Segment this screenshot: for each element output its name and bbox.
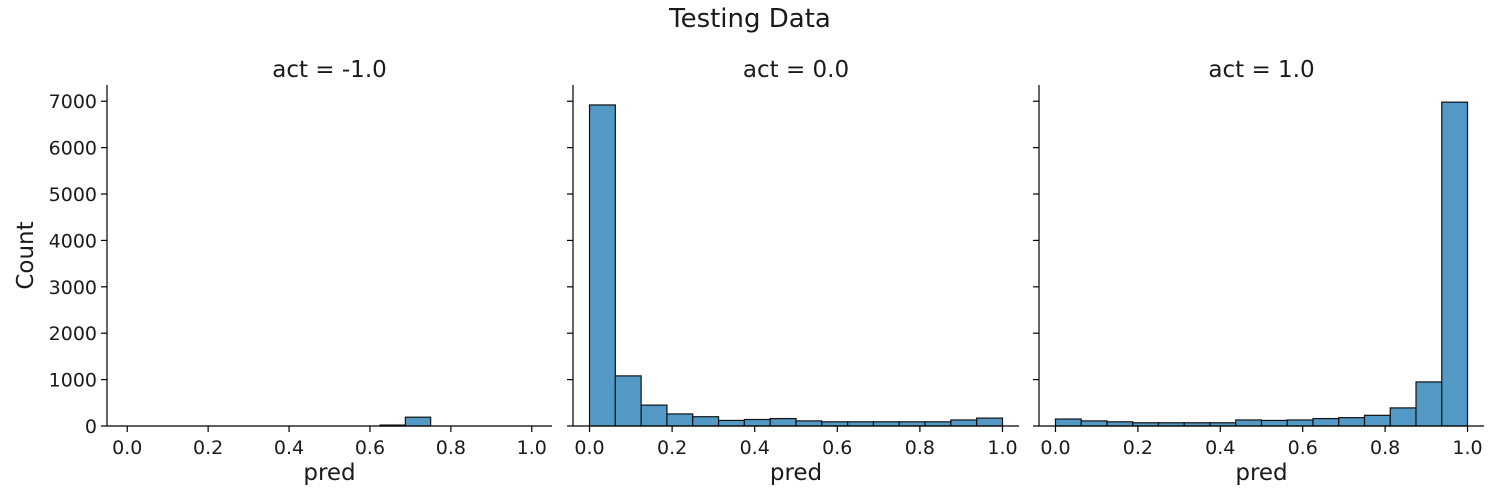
x-tick-label: 0.0	[574, 437, 604, 459]
x-tick-label: 0.4	[274, 437, 304, 459]
histogram-bar	[898, 421, 926, 427]
histogram-bar	[1338, 417, 1366, 427]
x-tick-label: 0.2	[1123, 437, 1153, 459]
x-tick-label: 0.2	[657, 437, 687, 459]
histogram-bar	[872, 421, 900, 427]
x-tick-label: 0.0	[112, 437, 142, 459]
x-axis-label: pred	[303, 460, 355, 486]
x-tick-label: 0.6	[355, 437, 385, 459]
histogram-bar	[1441, 101, 1469, 427]
x-tick-label: 1.0	[1452, 437, 1482, 459]
histogram-bar	[821, 421, 849, 427]
x-axis-label: pred	[770, 460, 822, 486]
histogram-bar	[1235, 419, 1263, 427]
histogram-bar	[950, 419, 978, 427]
histogram-bar	[1415, 381, 1443, 427]
y-tick-label: 1000	[49, 370, 97, 392]
x-tick-label: 0.4	[1205, 437, 1235, 459]
y-tick-label: 5000	[49, 184, 97, 206]
y-tick-label: 7000	[49, 91, 97, 113]
histogram-bar	[1080, 420, 1108, 427]
x-tick-label: 0.6	[1288, 437, 1318, 459]
x-tick-label: 0.8	[905, 437, 935, 459]
x-axis-label: pred	[1235, 460, 1287, 486]
y-tick-label: 4000	[49, 230, 97, 252]
y-tick-label: 0	[85, 416, 97, 438]
y-tick-label: 3000	[49, 277, 97, 299]
x-tick-label: 0.6	[822, 437, 852, 459]
y-axis-label: Count	[13, 221, 39, 289]
histogram-bar	[769, 417, 797, 427]
histogram-bar	[1286, 419, 1314, 427]
histogram-bar	[1106, 421, 1134, 427]
histogram-bar	[1054, 418, 1082, 427]
histogram-bar	[743, 418, 771, 427]
panel-title: act = 1.0	[1208, 57, 1314, 83]
histogram-bar	[847, 421, 875, 427]
histogram-bar	[795, 420, 823, 427]
y-tick-label: 2000	[49, 323, 97, 345]
histogram-bar	[640, 404, 668, 427]
x-tick-label: 0.2	[193, 437, 223, 459]
histogram-bar	[614, 375, 642, 427]
histogram-bar	[404, 416, 432, 427]
x-tick-label: 1.0	[517, 437, 547, 459]
histogram-bar	[717, 419, 745, 427]
histogram-bar	[1389, 407, 1417, 427]
histogram-bar	[976, 417, 1004, 427]
histogram-bar	[692, 416, 720, 427]
x-tick-label: 1.0	[987, 437, 1017, 459]
histogram-bar	[1260, 419, 1288, 427]
panel-title: act = 0.0	[743, 57, 849, 83]
histogram-bar	[666, 413, 694, 427]
y-tick-label: 6000	[49, 138, 97, 160]
x-tick-label: 0.8	[436, 437, 466, 459]
figure-title: Testing Data	[669, 4, 831, 34]
x-tick-label: 0.4	[740, 437, 770, 459]
x-tick-label: 0.0	[1040, 437, 1070, 459]
histogram-bar	[924, 421, 952, 427]
histogram-bar	[1363, 414, 1391, 427]
panel-title: act = -1.0	[272, 57, 387, 83]
histogram-bar	[588, 104, 616, 427]
x-tick-label: 0.8	[1370, 437, 1400, 459]
histogram-bar	[1312, 417, 1340, 427]
